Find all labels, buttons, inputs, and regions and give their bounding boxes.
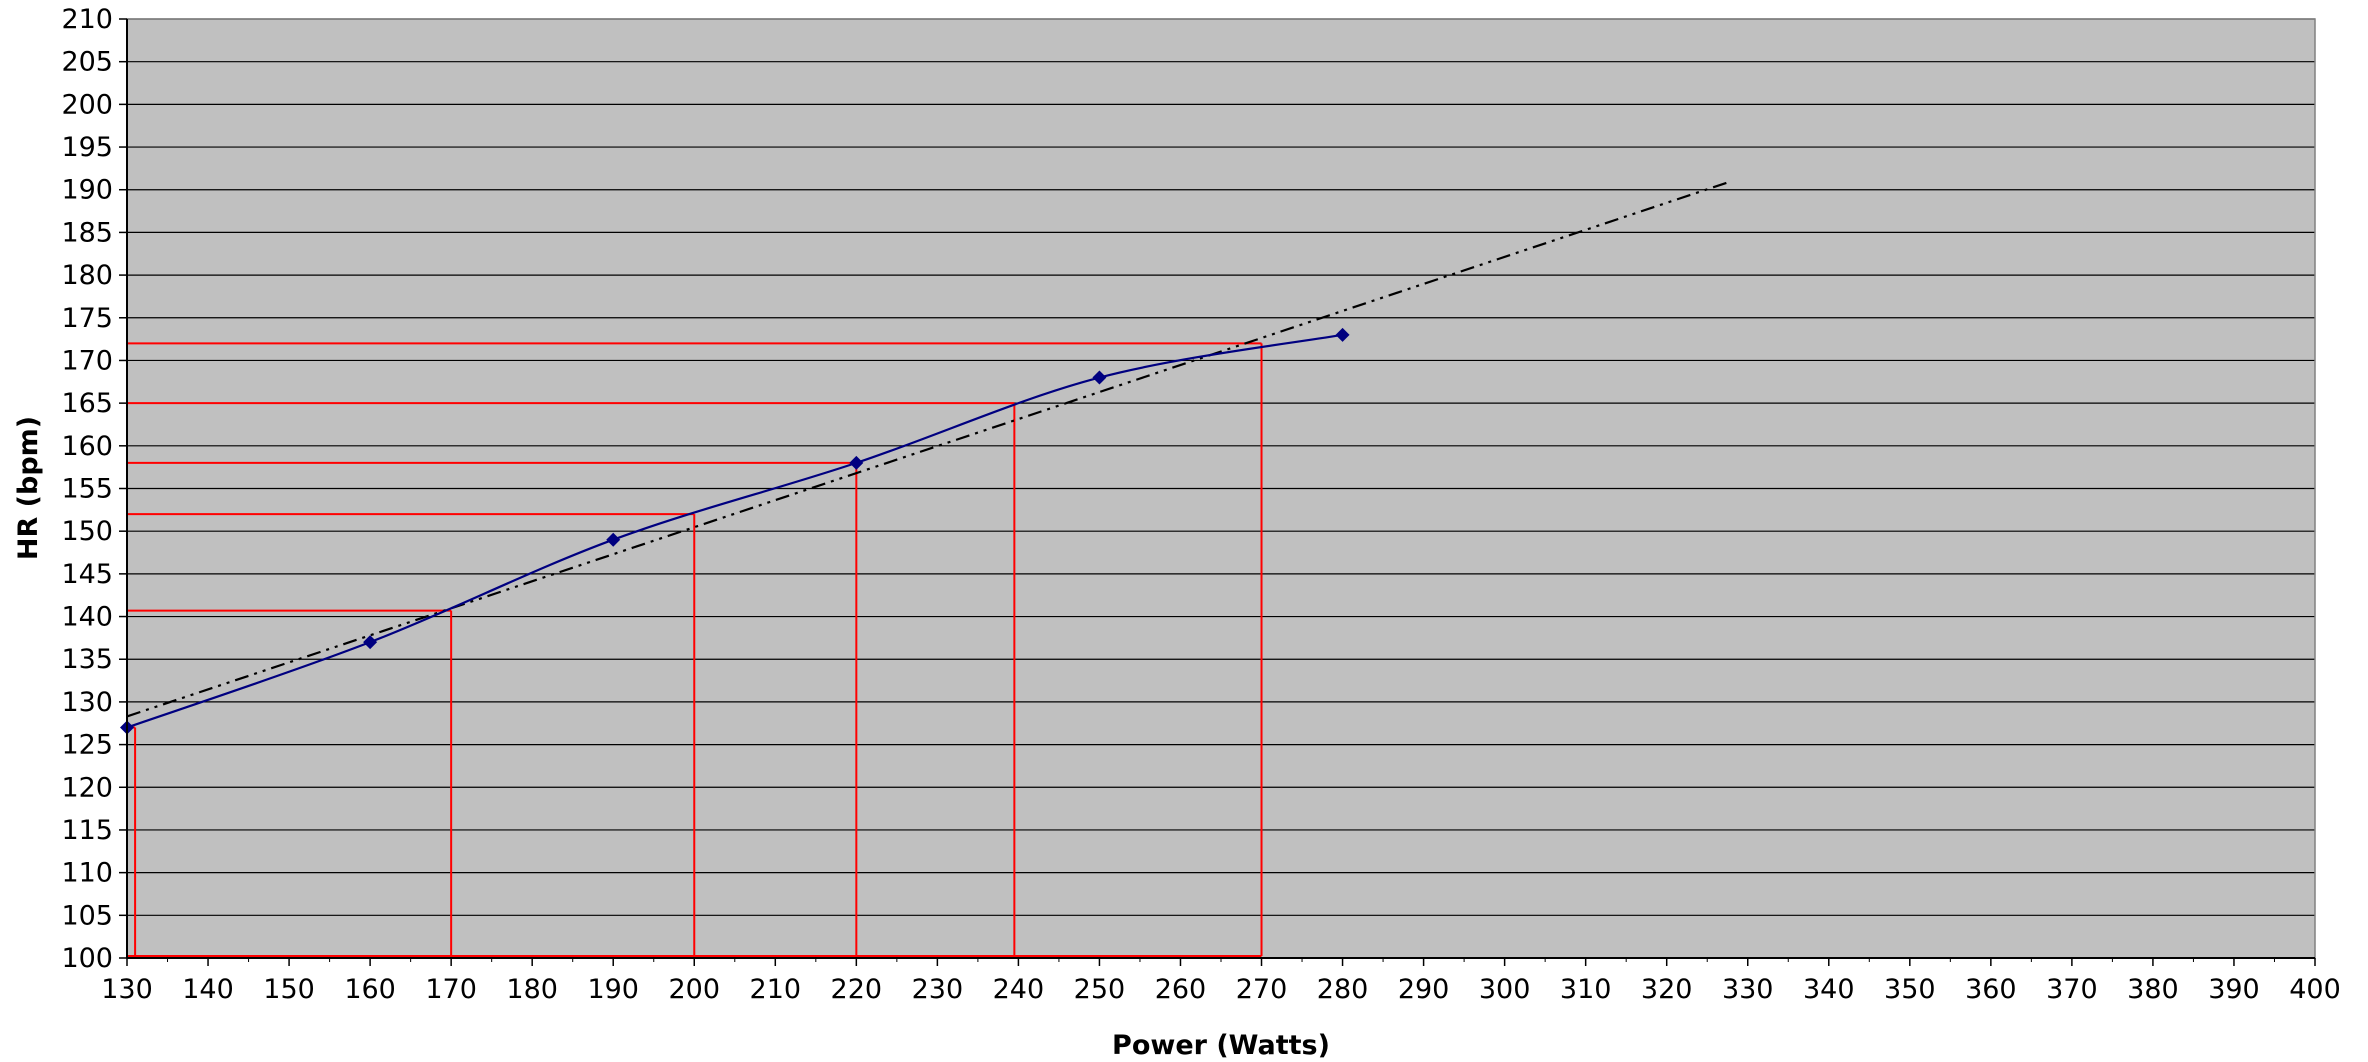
x-tick-label-220: 220	[831, 974, 883, 1005]
x-axis-title: Power (Watts)	[1112, 1030, 1330, 1061]
y-tick-label-140: 140	[61, 602, 113, 633]
data-point-250	[1092, 370, 1107, 385]
x-tick-label-130: 130	[101, 974, 153, 1005]
reference-lines	[127, 342, 1263, 957]
data-point-190	[606, 532, 621, 547]
x-tick-label-250: 250	[1074, 974, 1126, 1005]
axes: 100 105 110 115 120 125 130 135 140 145 150 155 160 1…	[61, 4, 2340, 1005]
y-tick-label-160: 160	[61, 431, 113, 462]
y-tick-label-195: 195	[61, 132, 113, 163]
x-tick-label-230: 230	[912, 974, 964, 1005]
x-tick-label-170: 170	[425, 974, 477, 1005]
y-tick-label-165: 165	[61, 388, 113, 419]
data-point-280	[1335, 327, 1350, 342]
x-tick-label-390: 390	[2208, 974, 2260, 1005]
series	[120, 180, 1732, 735]
x-tick-label-340: 340	[1803, 974, 1855, 1005]
x-tick-label-350: 350	[1884, 974, 1936, 1005]
x-tick-label-400: 400	[2289, 974, 2341, 1005]
y-tick-label-180: 180	[61, 260, 113, 291]
y-tick-label-110: 110	[61, 858, 113, 889]
y-tick-label-155: 155	[61, 474, 113, 505]
x-tick-label-260: 260	[1155, 974, 1207, 1005]
x-tick-label-150: 150	[263, 974, 315, 1005]
y-tick-label-125: 125	[61, 730, 113, 761]
y-tick-label-205: 205	[61, 47, 113, 78]
y-tick-label-130: 130	[61, 687, 113, 718]
y-tick-label-115: 115	[61, 815, 113, 846]
gridlines	[126, 18, 2316, 959]
x-tick-label-330: 330	[1722, 974, 1774, 1005]
y-tick-label-150: 150	[61, 516, 113, 547]
x-tick-label-240: 240	[993, 974, 1045, 1005]
x-tick-label-140: 140	[182, 974, 234, 1005]
x-tick-label-280: 280	[1317, 974, 1369, 1005]
y-tick-label-100: 100	[61, 943, 113, 974]
x-tick-label-180: 180	[506, 974, 558, 1005]
trendline	[126, 180, 1732, 718]
x-tick-label-270: 270	[1236, 974, 1288, 1005]
data-point-220	[849, 455, 864, 470]
data-point-160	[363, 635, 378, 650]
y-tick-label-185: 185	[61, 217, 113, 248]
data-line	[126, 333, 1343, 729]
x-tick-label-300: 300	[1479, 974, 1531, 1005]
x-tick-label-310: 310	[1560, 974, 1612, 1005]
x-tick-label-380: 380	[2127, 974, 2179, 1005]
x-tick-label-320: 320	[1641, 974, 1693, 1005]
y-tick-label-190: 190	[61, 175, 113, 206]
x-tick-label-160: 160	[344, 974, 396, 1005]
y-tick-label-200: 200	[61, 89, 113, 120]
y-tick-label-135: 135	[61, 644, 113, 675]
x-tick-label-360: 360	[1965, 974, 2017, 1005]
y-tick-label-145: 145	[61, 559, 113, 590]
x-tick-label-370: 370	[2046, 974, 2098, 1005]
y-tick-label-120: 120	[61, 772, 113, 803]
x-tick-label-200: 200	[668, 974, 720, 1005]
x-tick-label-290: 290	[1398, 974, 1450, 1005]
y-tick-label-105: 105	[61, 900, 113, 931]
y-tick-label-175: 175	[61, 303, 113, 334]
y-axis-title: HR (bpm)	[13, 416, 44, 560]
x-tick-label-210: 210	[750, 974, 802, 1005]
x-tick-label-190: 190	[587, 974, 639, 1005]
y-tick-label-210: 210	[61, 4, 113, 35]
y-tick-label-170: 170	[61, 345, 113, 376]
